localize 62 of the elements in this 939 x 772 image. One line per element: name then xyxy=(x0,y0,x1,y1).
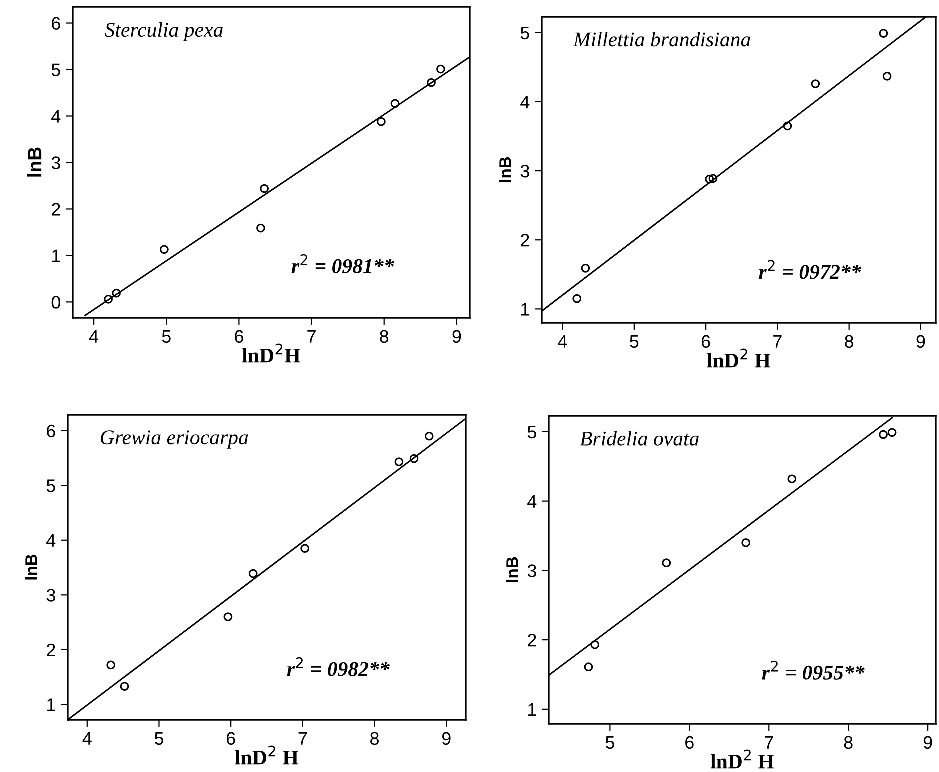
x-tick-label: 6 xyxy=(226,732,236,746)
y-tick-label: 6 xyxy=(52,17,60,30)
y-axis-title: lnB xyxy=(506,557,518,582)
y-tick-label: 4 xyxy=(46,534,56,547)
x-tick-label: 6 xyxy=(686,736,694,750)
y-tick-label: 2 xyxy=(521,234,530,247)
annotation: r$^{2}$ = 0982** xyxy=(287,657,390,676)
y-tick-label: 5 xyxy=(52,64,60,76)
y-tick-label: 2 xyxy=(528,634,536,647)
x-tick-label: 4 xyxy=(558,335,568,348)
text: Millettia brandisiana xyxy=(573,32,750,47)
x-tick-label: 6 xyxy=(235,330,244,344)
annotation: r$^{2}$ = 0981** xyxy=(292,254,394,274)
y-tick-label: 3 xyxy=(46,589,56,602)
y-tick-label: 0 xyxy=(52,296,60,309)
x-tick-label: 4 xyxy=(82,732,92,745)
x-axis-title: lnD$^{2}$H xyxy=(242,344,300,363)
x-tick-label: 9 xyxy=(924,736,932,750)
y-tick-label: 6 xyxy=(47,424,56,438)
x-tick-label: 8 xyxy=(380,330,389,344)
y-tick-label: 4 xyxy=(52,110,61,123)
y-tick-label: 2 xyxy=(47,644,56,656)
y-tick-label: 2 xyxy=(52,203,60,216)
text: Sterculia pexa xyxy=(105,22,223,42)
x-tick-label: 7 xyxy=(298,732,308,745)
annotation: r$^{2}$ = 0955** xyxy=(762,660,865,680)
y-tick-label: 3 xyxy=(52,156,60,170)
y-tick-label: 5 xyxy=(46,480,56,492)
y-tick-label: 1 xyxy=(52,250,60,262)
y-tick-label: 3 xyxy=(528,564,536,578)
x-tick-label: 7 xyxy=(765,736,774,749)
x-tick-label: 5 xyxy=(630,335,639,348)
x-axis-title: lnD$^{2}$ H xyxy=(235,746,299,765)
y-tick-label: 1 xyxy=(522,303,530,316)
y-tick-label: 1 xyxy=(528,704,536,716)
annotation: r$^{2}$ = 0972** xyxy=(759,260,862,280)
y-axis-title: lnB xyxy=(25,554,38,580)
x-tick-label: 7 xyxy=(308,330,316,343)
x-tick-label: 9 xyxy=(442,732,451,746)
y-tick-label: 1 xyxy=(48,698,56,712)
y-tick-label: 5 xyxy=(528,426,536,439)
y-axis-title: lnB xyxy=(27,148,42,177)
y-tick-label: 4 xyxy=(528,495,537,508)
x-tick-label: 4 xyxy=(89,330,99,343)
x-tick-label: 5 xyxy=(162,330,171,344)
y-axis-title: lnB xyxy=(499,157,512,182)
x-axis-title: lnD$^{2}$ H xyxy=(710,750,774,769)
x-axis-title: lnD$^{2}$ H xyxy=(707,348,771,368)
text: Grewia eriocarpa xyxy=(100,430,248,449)
y-tick-label: 4 xyxy=(520,96,530,109)
y-tick-label: 5 xyxy=(520,27,530,40)
x-tick-label: 8 xyxy=(370,732,379,746)
x-tick-label: 8 xyxy=(845,335,854,348)
x-tick-label: 9 xyxy=(452,330,462,344)
x-tick-label: 6 xyxy=(702,335,710,348)
x-tick-label: 5 xyxy=(606,736,614,750)
y-tick-label: 3 xyxy=(520,164,530,178)
x-tick-label: 8 xyxy=(844,736,853,750)
text: Bridelia ovata xyxy=(580,431,699,446)
x-tick-label: 7 xyxy=(774,335,782,348)
x-tick-label: 5 xyxy=(154,732,164,746)
x-tick-label: 9 xyxy=(916,335,926,348)
